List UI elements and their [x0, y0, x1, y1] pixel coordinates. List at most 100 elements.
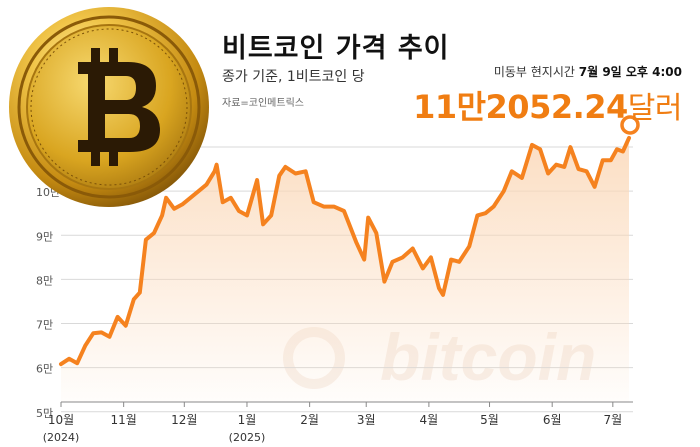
price-point	[382, 280, 387, 284]
x-tick-label: 4월	[420, 413, 439, 427]
price-point	[510, 169, 514, 173]
price-point	[615, 147, 619, 151]
price-point	[245, 213, 249, 218]
x-tick-label: 12월	[171, 413, 197, 427]
current-price-value: 11만2052.24	[413, 88, 628, 126]
price-point	[269, 213, 273, 218]
price-point	[164, 196, 168, 200]
x-tick-label: 6월	[543, 413, 562, 427]
x-tick-label: 11월	[111, 413, 137, 427]
price-point	[401, 255, 405, 259]
y-tick-label: 9만	[36, 230, 53, 243]
price-point	[568, 145, 572, 149]
price-point	[546, 171, 550, 176]
x-tick-label: 3월	[357, 413, 376, 427]
price-point	[221, 200, 225, 204]
price-point	[576, 167, 581, 171]
price-point	[261, 222, 265, 226]
y-tick-label: 7만	[36, 319, 53, 332]
price-point	[354, 240, 358, 244]
price-point	[584, 169, 589, 173]
price-point	[75, 361, 79, 365]
price-point	[366, 216, 370, 220]
x-axis: 10월 (2024) 11월 12월 1월 (2025) 2월 3월 4월 5월 6월 7월	[43, 402, 622, 444]
y-tick-label: 5만	[36, 407, 53, 420]
price-point	[196, 189, 201, 193]
price-point	[593, 185, 597, 189]
price-point	[491, 205, 496, 209]
x-tick-label: 7월	[603, 413, 622, 427]
price-point	[204, 182, 209, 187]
price-point	[538, 147, 542, 151]
price-point	[322, 205, 326, 209]
price-series-line	[59, 136, 631, 367]
price-point	[132, 297, 136, 301]
current-price-unit: 달러	[627, 91, 683, 126]
price-point	[107, 335, 112, 339]
price-point	[255, 178, 259, 182]
price-point	[303, 169, 308, 173]
x-tick-year-label: (2025)	[229, 431, 266, 444]
price-point	[188, 196, 192, 200]
price-point	[502, 189, 506, 193]
timestamp-date: 7월 9일 오후 4:00	[578, 65, 682, 79]
price-point	[483, 211, 488, 215]
price-point	[91, 331, 95, 335]
price-point	[554, 163, 558, 167]
price-point	[160, 213, 164, 218]
price-point	[609, 158, 613, 162]
price-point	[332, 205, 336, 209]
price-point	[277, 174, 281, 178]
price-point	[621, 149, 625, 154]
x-tick-label: 5월	[480, 413, 499, 427]
data-source: 자료=코인메트릭스	[222, 98, 304, 109]
y-tick-label: 8만	[36, 274, 53, 287]
price-point	[152, 231, 156, 235]
price-point	[293, 171, 298, 176]
current-price: 11만2052.24달러	[413, 82, 682, 128]
price-point	[172, 207, 176, 211]
price-point	[601, 158, 605, 162]
y-tick-label: 6만	[36, 363, 53, 376]
x-tick-label: 2월	[300, 413, 319, 427]
price-points	[59, 136, 631, 366]
price-point	[449, 257, 453, 262]
current-price-marker	[620, 115, 640, 135]
price-point	[520, 176, 524, 180]
price-point	[475, 213, 479, 218]
price-point	[457, 260, 461, 264]
price-point	[124, 324, 128, 328]
timestamp-prefix: 미동부 현지시간	[493, 65, 579, 79]
price-point	[441, 293, 445, 297]
price-point	[411, 246, 415, 251]
price-point	[530, 143, 534, 147]
x-tick-label: 1월	[238, 413, 257, 427]
price-point	[342, 209, 346, 213]
price-point	[627, 136, 631, 140]
x-tick-year-label: (2024)	[43, 431, 80, 444]
price-point	[138, 291, 142, 295]
page-title: 비트코인 가격 추이	[222, 33, 450, 64]
page-subtitle: 종가 기준, 1비트코인 당	[222, 69, 365, 85]
timestamp: 미동부 현지시간 7월 9일 오후 4:00	[494, 63, 682, 80]
price-point	[437, 286, 441, 290]
price-point	[99, 330, 104, 334]
price-point	[562, 165, 566, 169]
price-point	[115, 315, 120, 319]
price-point	[467, 244, 471, 248]
x-tick-label: 10월	[48, 413, 74, 427]
price-point	[429, 255, 433, 259]
price-point	[67, 357, 71, 361]
price-point	[421, 266, 425, 270]
price-point	[215, 163, 219, 167]
price-point	[144, 238, 148, 242]
price-point	[362, 257, 366, 262]
price-point	[83, 343, 87, 348]
price-point	[180, 202, 184, 207]
price-point	[390, 260, 395, 264]
price-point	[213, 169, 217, 173]
bitcoin-coin-icon	[8, 6, 210, 208]
price-point	[237, 209, 241, 213]
price-area	[61, 138, 629, 402]
price-point	[229, 196, 233, 200]
